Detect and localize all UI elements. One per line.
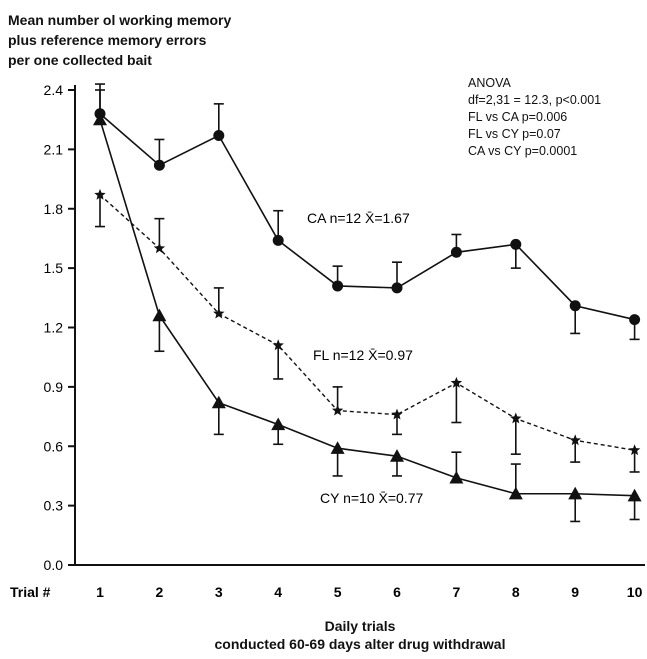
- data-point-circle: [332, 280, 344, 292]
- data-point-triangle: [271, 417, 286, 431]
- trial-number-label: Trial #: [10, 584, 51, 600]
- data-point-circle: [391, 282, 403, 294]
- anova-line: ANOVA: [468, 76, 511, 90]
- x-tick-label: 5: [334, 584, 342, 600]
- data-point-circle: [569, 300, 581, 312]
- data-point-circle: [510, 238, 522, 250]
- y-axis-title-line: plus reference memory errors: [8, 32, 207, 48]
- data-point-circle: [450, 246, 462, 258]
- series-line-star: [99, 194, 635, 451]
- data-point-triangle: [627, 488, 642, 502]
- y-axis-title-line: per one collected bait: [8, 52, 152, 68]
- y-tick-label: 2.4: [44, 82, 64, 98]
- x-tick-label: 9: [571, 584, 579, 600]
- series-label-circle: CA n=12 X̄=1.67: [307, 210, 410, 226]
- x-tick-label: 4: [274, 584, 282, 600]
- series-label-triangle: CY n=10 X̄=0.77: [320, 490, 423, 506]
- anova-line: df=2,31 = 12.3, p<0.001: [468, 93, 602, 107]
- data-point-triangle: [390, 449, 404, 462]
- x-tick-label: 2: [156, 584, 164, 600]
- y-axis-title-line: Mean number ol working memory: [8, 12, 232, 28]
- data-point-circle: [153, 159, 165, 171]
- x-tick-label: 7: [453, 584, 461, 600]
- data-point-star: [391, 408, 403, 420]
- data-point-triangle: [508, 486, 523, 500]
- x-axis-title-line: Daily trials: [324, 618, 396, 634]
- x-tick-label: 3: [215, 584, 223, 600]
- data-point-star: [94, 188, 106, 200]
- series-label-star: FL n=12 X̄=0.97: [313, 347, 413, 363]
- x-axis-title-line: conducted 60-69 days alter drug withdraw…: [214, 636, 506, 652]
- data-point-star: [153, 242, 166, 254]
- data-point-star: [628, 444, 641, 456]
- data-point-triangle: [152, 308, 167, 322]
- x-axis-title: Daily trials conducted 60-69 days alter …: [150, 617, 570, 653]
- anova-line: CA vs CY p=0.0001: [468, 144, 578, 158]
- y-tick-label: 0.9: [44, 379, 64, 395]
- y-tick-label: 1.5: [44, 260, 64, 276]
- x-tick-label: 1: [96, 584, 104, 600]
- x-tick-label: 8: [512, 584, 520, 600]
- data-point-star: [510, 412, 522, 424]
- y-tick-label: 0.6: [44, 438, 64, 454]
- data-point-triangle: [211, 395, 226, 409]
- data-point-circle: [629, 314, 641, 326]
- x-tick-label: 6: [393, 584, 401, 600]
- data-point-circle: [272, 234, 284, 246]
- anova-annotation: ANOVA df=2,31 = 12.3, p<0.001 FL vs CA p…: [468, 75, 601, 160]
- y-tick-label: 0.3: [44, 498, 64, 514]
- data-point-triangle: [449, 470, 464, 484]
- y-tick-label: 1.2: [44, 320, 64, 336]
- y-axis-title: Mean number ol working memory plus refer…: [8, 10, 231, 70]
- data-point-circle: [213, 130, 225, 142]
- data-point-star: [213, 307, 225, 319]
- data-point-star: [272, 339, 284, 351]
- anova-line: FL vs CA p=0.006: [468, 110, 568, 124]
- y-tick-label: 2.1: [44, 141, 64, 157]
- data-point-triangle: [568, 486, 583, 500]
- data-point-star: [331, 404, 344, 416]
- data-point-star: [450, 376, 463, 388]
- y-tick-label: 0.0: [44, 557, 64, 573]
- x-tick-label: 10: [627, 584, 643, 600]
- series-line-triangle: [99, 119, 635, 497]
- anova-line: FL vs CY p=0.07: [468, 127, 561, 141]
- data-point-triangle: [93, 112, 107, 126]
- y-tick-label: 1.8: [44, 201, 64, 217]
- data-point-star: [569, 434, 581, 446]
- series-line-circle: [99, 113, 635, 321]
- data-point-triangle: [330, 441, 345, 454]
